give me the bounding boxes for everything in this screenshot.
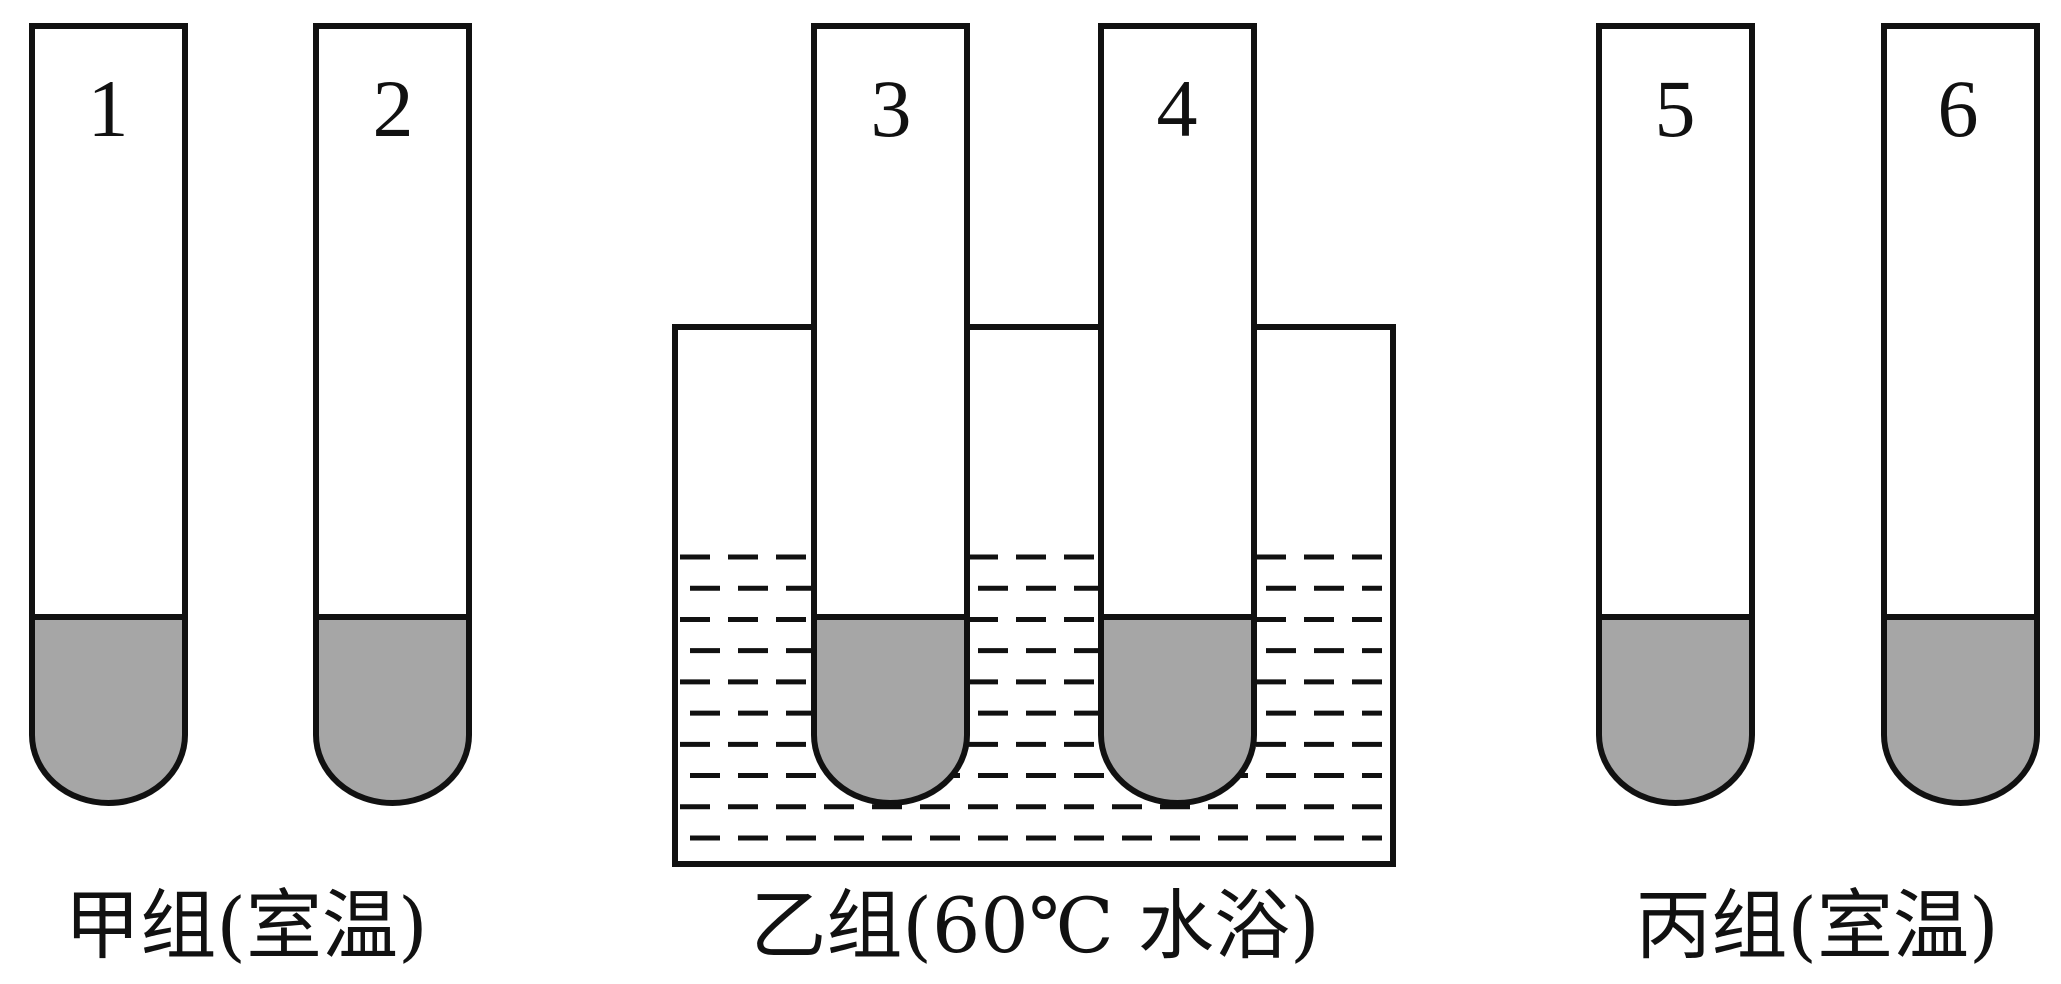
test-tube-5: 5 xyxy=(1596,23,1755,806)
tube-liquid xyxy=(316,617,469,803)
tube-liquid xyxy=(32,617,185,803)
tube-liquid xyxy=(1101,617,1254,803)
beaker-outline xyxy=(672,324,1396,867)
tube-number-label: 3 xyxy=(871,63,912,154)
tube-body-fill xyxy=(814,26,967,617)
test-tube-2: 2 xyxy=(313,23,472,806)
test-tube-1: 1 xyxy=(29,23,188,806)
tube-number-label: 6 xyxy=(1938,63,1979,154)
tube-outline xyxy=(29,23,188,806)
tube-body-fill xyxy=(1101,26,1254,617)
tube-number-label: 4 xyxy=(1157,63,1198,154)
tube-number-label: 1 xyxy=(88,63,129,154)
test-tube-4: 4 xyxy=(1098,23,1257,806)
tube-outline xyxy=(313,23,472,806)
test-tube-3: 3 xyxy=(811,23,970,806)
group-label-yi: 乙组(60℃ 水浴) xyxy=(750,881,1319,970)
group-label-bing: 丙组(室温) xyxy=(1635,881,1998,970)
tube-liquid xyxy=(1599,617,1752,803)
water-surface-dashes xyxy=(680,554,1382,841)
test-tube-6: 6 xyxy=(1881,23,2040,806)
tube-outline xyxy=(1098,23,1257,806)
water-bath xyxy=(672,324,1396,867)
tube-liquid xyxy=(1884,617,2037,803)
tube-number-label: 2 xyxy=(373,63,414,154)
tube-outline xyxy=(1596,23,1755,806)
tube-number-label: 5 xyxy=(1655,63,1696,154)
tube-outline xyxy=(1881,23,2040,806)
group-label-jia: 甲组(室温) xyxy=(64,881,427,970)
tube-liquid xyxy=(814,617,967,803)
tube-outline xyxy=(811,23,970,806)
